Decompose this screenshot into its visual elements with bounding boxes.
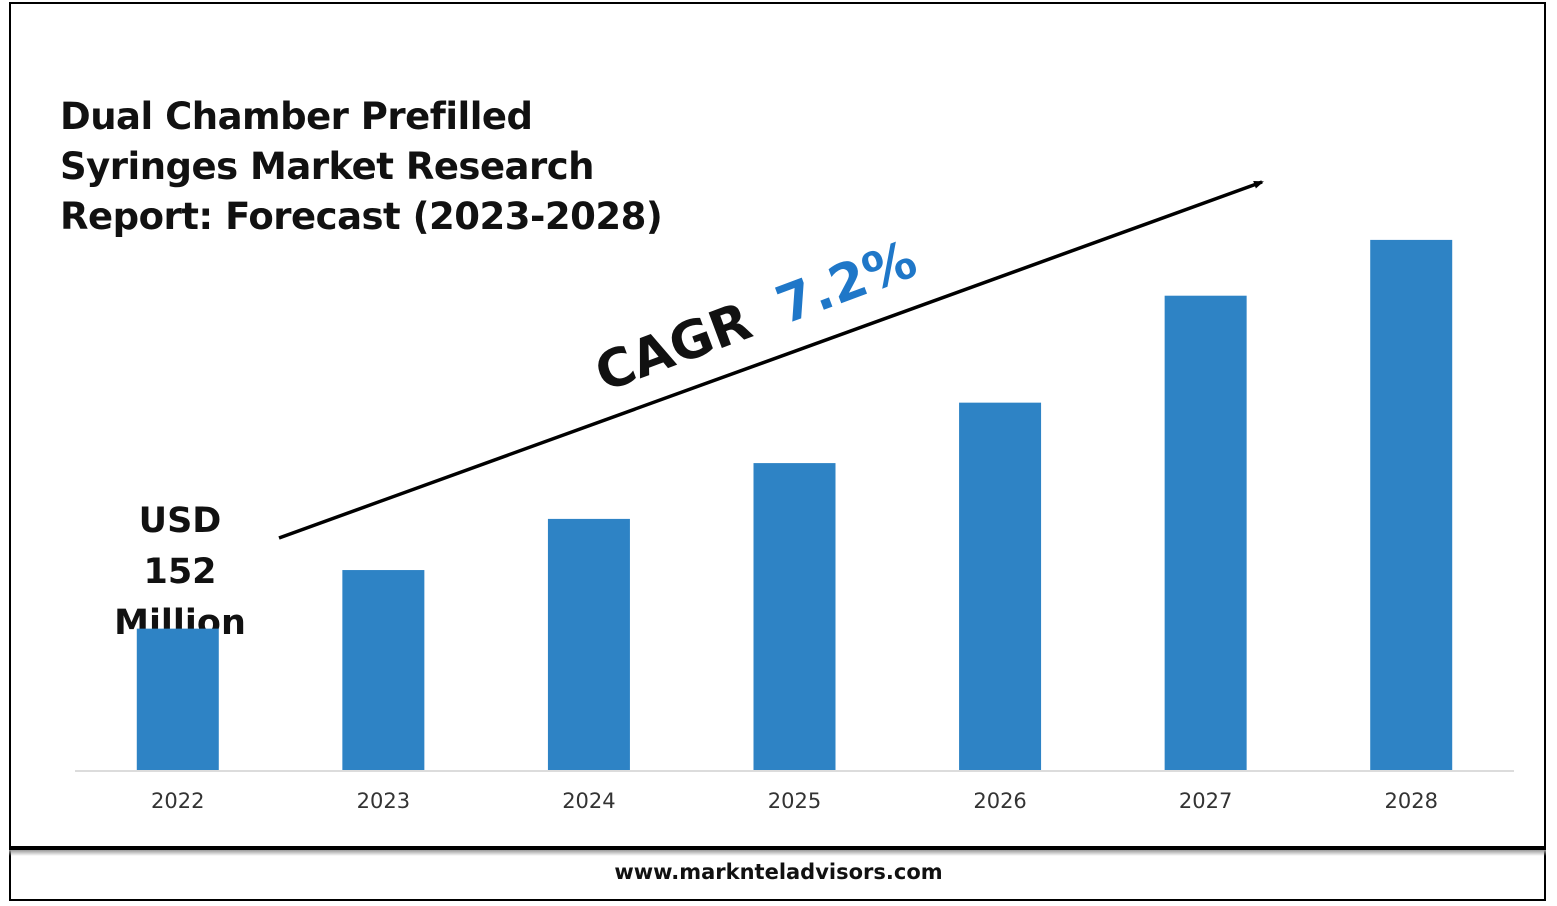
x-tick-label-2025: 2025 (768, 789, 821, 813)
x-tick-label-2026: 2026 (973, 789, 1026, 813)
bar-2025 (753, 463, 836, 770)
chart-frame (9, 2, 1546, 901)
bar-2023 (342, 570, 425, 770)
bar-2027 (1164, 295, 1247, 770)
footer-divider-shadow (9, 850, 1546, 856)
bar-2028 (1370, 239, 1453, 770)
x-tick-label-2028: 2028 (1384, 789, 1437, 813)
bar-2024 (547, 518, 630, 770)
x-tick-label-2022: 2022 (151, 789, 204, 813)
base-value-line-1: USD (138, 501, 222, 541)
base-value-line-2: 152 (143, 552, 217, 592)
cagr-trend-arrow (278, 180, 1264, 540)
x-axis-tick-labels: 2022 2023 2024 2025 2026 2027 2028 (151, 789, 1438, 813)
cagr-annotation: CAGR 7.2% (588, 230, 925, 404)
x-tick-label-2027: 2027 (1179, 789, 1232, 813)
footer-divider (9, 846, 1546, 850)
chart-title: Dual Chamber Prefilled Syringes Market R… (60, 95, 663, 238)
cagr-label: CAGR (588, 292, 760, 405)
bar-2022 (136, 628, 219, 770)
x-tick-label-2023: 2023 (357, 789, 410, 813)
bar-series (136, 239, 1453, 770)
cagr-value: 7.2% (769, 230, 925, 337)
bar-2026 (959, 402, 1042, 770)
x-tick-label-2024: 2024 (562, 789, 615, 813)
footer-url: www.marknteladvisors.com (614, 860, 943, 884)
